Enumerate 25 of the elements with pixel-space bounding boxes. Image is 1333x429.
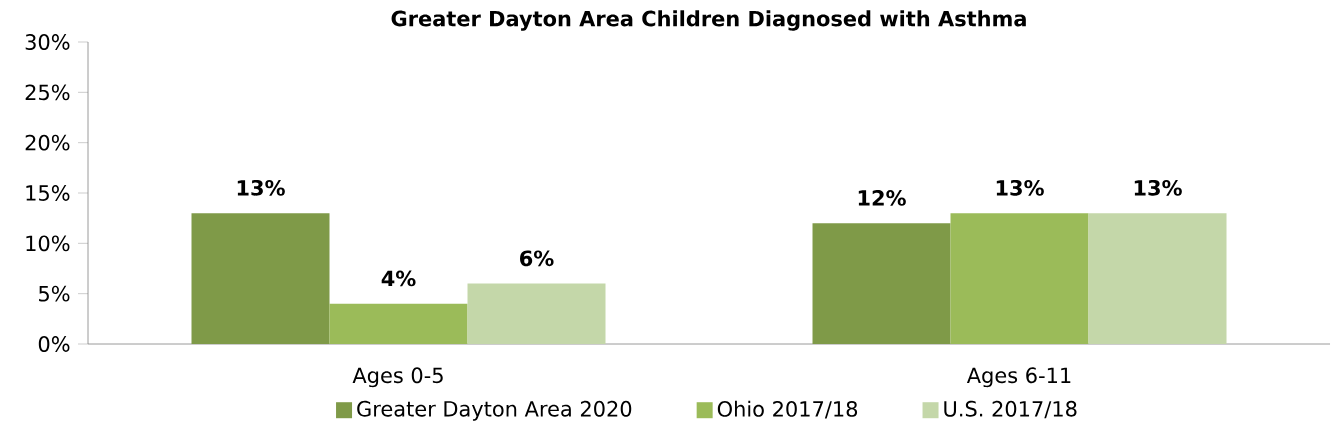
bar: [812, 223, 951, 344]
bar: [329, 303, 468, 344]
data-label: 12%: [858, 190, 906, 206]
data-label: 13%: [996, 179, 1044, 196]
legend-label: Ohio 2017/18: [717, 400, 858, 419]
legend-label: Greater Dayton Area 2020: [357, 400, 632, 421]
y-tick-label: 20%: [25, 134, 70, 151]
chart-title: Greater Dayton Area Children Diagnosed with Asthma: [391, 10, 1026, 31]
data-label: 4%: [381, 270, 416, 287]
x-tick-label: Ages 0-5: [352, 367, 443, 388]
y-tick-label: 0%: [38, 336, 70, 352]
y-tick-label: 25%: [25, 84, 70, 101]
bar: [191, 213, 330, 344]
data-label: 13%: [237, 179, 285, 196]
y-tick-label: 30%: [25, 34, 70, 50]
y-tick-label: 5%: [39, 285, 70, 302]
y-tick-label: 10%: [26, 235, 70, 252]
bar: [950, 213, 1089, 344]
bar: [467, 283, 606, 344]
x-tick-label: Ages 6-11: [966, 367, 1071, 388]
legend-label: U.S. 2017/18: [944, 400, 1077, 419]
bar: [1088, 213, 1227, 344]
data-label: 6%: [520, 250, 554, 267]
data-label: 13%: [1134, 179, 1182, 196]
y-tick-label: 15%: [26, 185, 70, 201]
